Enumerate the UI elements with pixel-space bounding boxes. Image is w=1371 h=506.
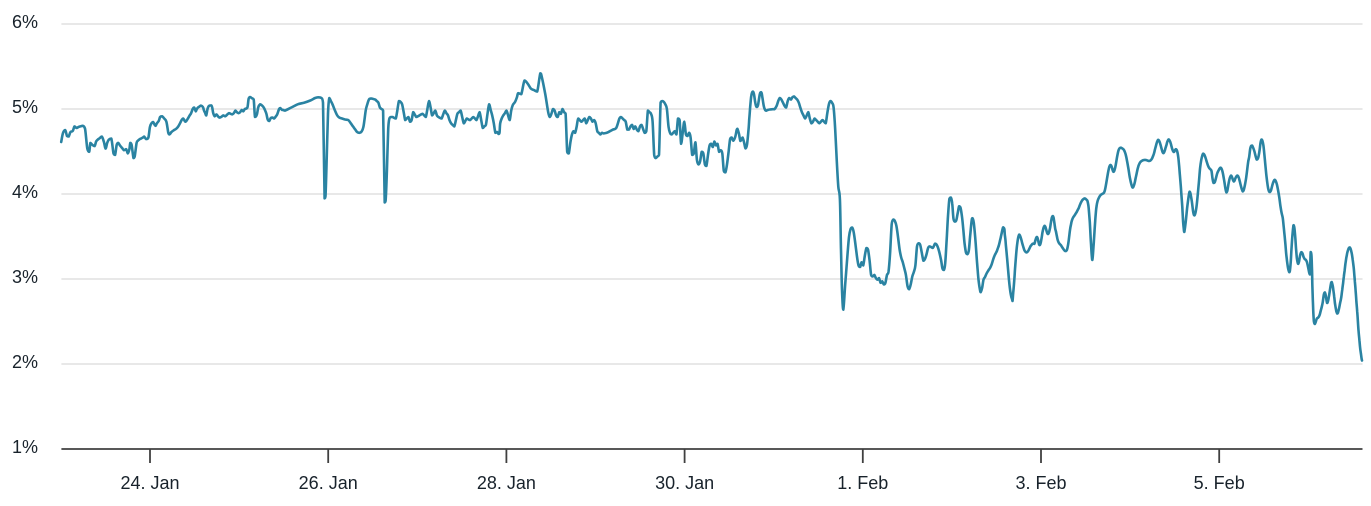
svg-text:5. Feb: 5. Feb [1194,473,1245,493]
svg-text:3%: 3% [12,267,38,287]
svg-text:26. Jan: 26. Jan [299,473,358,493]
svg-text:4%: 4% [12,182,38,202]
svg-text:28. Jan: 28. Jan [477,473,536,493]
svg-text:1%: 1% [12,437,38,457]
svg-text:30. Jan: 30. Jan [655,473,714,493]
svg-text:5%: 5% [12,97,38,117]
svg-text:24. Jan: 24. Jan [120,473,179,493]
svg-text:2%: 2% [12,352,38,372]
svg-text:1. Feb: 1. Feb [837,473,888,493]
svg-text:3. Feb: 3. Feb [1015,473,1066,493]
svg-text:6%: 6% [12,12,38,32]
